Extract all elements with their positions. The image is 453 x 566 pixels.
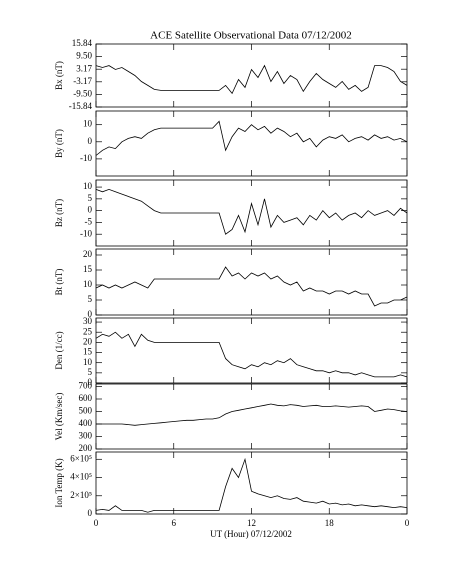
y-tick-label: 5 (88, 294, 93, 304)
panel-frame (95, 110, 408, 177)
x-tick-label: 18 (325, 518, 335, 528)
y-tick-label: 2×10⁵ (70, 490, 92, 500)
y-tick-label: 400 (79, 418, 93, 428)
data-line (96, 403, 408, 426)
panel-frame (95, 43, 408, 108)
y-tick-label: 10 (83, 357, 93, 367)
y-axis-label: Ion Temp (K) (54, 458, 64, 507)
y-tick-label: 9.50 (76, 51, 92, 61)
x-tick-label: 12 (247, 518, 256, 528)
data-line (95, 266, 408, 307)
x-tick-label: 6 (172, 518, 177, 528)
y-tick-label: 15.84 (72, 38, 93, 48)
y-tick-label: -10 (80, 153, 92, 163)
data-line (95, 457, 408, 513)
y-tick-label: 20 (83, 249, 93, 259)
y-tick-label: 600 (79, 393, 93, 403)
y-tick-label: 4×10⁵ (70, 472, 92, 482)
y-tick-label: 0 (88, 377, 93, 387)
x-tick-label: 0 (405, 518, 410, 528)
y-axis-label: By (nT) (54, 129, 64, 158)
x-axis-label: UT (Hour) 07/12/2002 (210, 529, 292, 539)
panel-frame (95, 179, 408, 247)
y-axis-label: Vel (Km/sec) (54, 393, 64, 441)
y-tick-label: 300 (79, 431, 93, 441)
x-tick-label: 0 (94, 518, 99, 528)
y-tick-label: -15.84 (69, 101, 93, 111)
y-tick-label: 15 (83, 264, 93, 274)
y-tick-label: 200 (79, 443, 93, 453)
y-tick-label: 3.17 (76, 63, 92, 73)
y-tick-label: 20 (83, 336, 93, 346)
y-tick-label: 10 (83, 181, 93, 191)
data-line (95, 188, 408, 235)
y-axis-label: Bt (nT) (54, 269, 64, 296)
y-tick-label: 25 (83, 326, 93, 336)
panel-frame (95, 248, 408, 316)
chart-title: ACE Satellite Observational Data 07/12/2… (150, 30, 352, 42)
y-tick-label: 0 (88, 205, 93, 215)
y-tick-label: -9.50 (73, 88, 92, 98)
y-tick-label: 10 (83, 119, 93, 129)
y-axis-label: Den (1/cc) (54, 331, 64, 369)
y-tick-label: -3.17 (73, 76, 92, 86)
y-tick-label: 6×10⁵ (70, 453, 92, 463)
data-line (95, 331, 408, 378)
y-tick-label: 10 (83, 279, 93, 289)
y-tick-label: 5 (88, 367, 93, 377)
panel-frame (95, 383, 408, 450)
y-tick-label: 0 (88, 309, 93, 319)
data-line (95, 64, 408, 95)
y-tick-label: 0 (88, 136, 93, 146)
y-tick-label: 500 (79, 406, 93, 416)
y-tick-label: 30 (83, 316, 93, 326)
y-axis-label: Bx (nT) (54, 61, 64, 90)
y-axis-label: Bz (nT) (54, 199, 64, 227)
y-tick-label: 15 (83, 347, 93, 357)
y-tick-label: 0 (88, 508, 93, 518)
data-line (95, 120, 408, 156)
y-tick-label: -5 (85, 216, 93, 226)
y-tick-label: 700 (79, 381, 93, 391)
y-tick-label: -10 (80, 228, 92, 238)
y-tick-label: 5 (88, 193, 93, 203)
